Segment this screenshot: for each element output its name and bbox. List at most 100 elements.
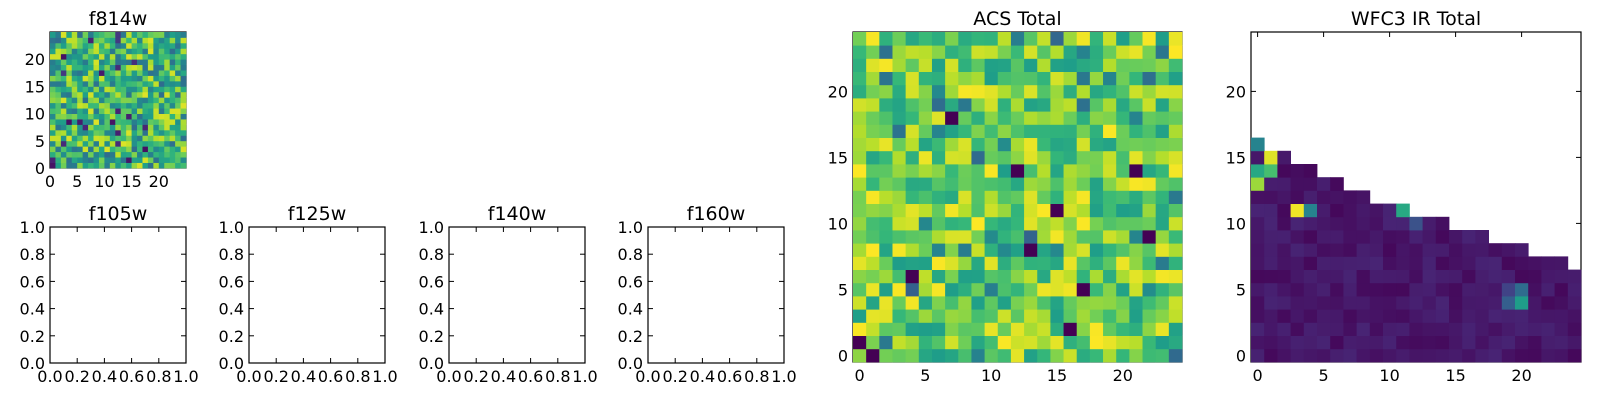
- heatmap-cell: [1330, 348, 1344, 363]
- heatmap-cell: [82, 75, 89, 82]
- panel-title: WFC3 IR Total: [1351, 8, 1481, 30]
- heatmap-cell: [1317, 348, 1331, 363]
- heatmap-cell: [1076, 322, 1091, 336]
- heatmap-cell: [126, 97, 132, 104]
- heatmap-cell: [918, 150, 933, 165]
- heatmap-cell: [1010, 282, 1025, 297]
- heatmap-cell: [115, 75, 122, 82]
- heatmap-cell: [1409, 230, 1423, 244]
- heatmap-cell: [1264, 190, 1278, 204]
- heatmap-cell: [1010, 58, 1025, 72]
- heatmap-cell: [66, 151, 73, 158]
- heatmap-cell: [1396, 216, 1410, 231]
- heatmap-cell: [918, 71, 933, 86]
- heatmap-cell: [1264, 256, 1278, 270]
- heatmap-cell: [1063, 98, 1078, 112]
- heatmap-cell: [93, 151, 100, 158]
- heatmap-cell: [82, 146, 89, 153]
- heatmap-cell: [853, 98, 867, 112]
- heatmap-cell: [997, 58, 1012, 72]
- heatmap-cell: [853, 164, 867, 178]
- heatmap-cell: [853, 322, 867, 336]
- heatmap-cell: [1103, 296, 1117, 310]
- heatmap-cell: [1303, 230, 1318, 244]
- heatmap-cell: [1155, 335, 1170, 350]
- heatmap-cell: [879, 84, 893, 99]
- heatmap-cell: [131, 108, 138, 114]
- heatmap-cell: [60, 102, 67, 109]
- heatmap-cell: [1422, 335, 1437, 350]
- heatmap-cell: [984, 282, 999, 297]
- heatmap-cell: [175, 64, 181, 71]
- heatmap-cell: [153, 53, 160, 60]
- heatmap-cell: [971, 45, 985, 59]
- heatmap-cell: [984, 203, 999, 218]
- heatmap-cell: [1528, 296, 1542, 310]
- heatmap-cell: [164, 48, 171, 55]
- heatmap-cell: [180, 151, 187, 158]
- heatmap-cell: [142, 59, 149, 66]
- heatmap-cell: [1010, 256, 1025, 270]
- heatmap-cell: [50, 113, 56, 120]
- heatmap-cell: [1142, 348, 1157, 363]
- heatmap-cell: [984, 111, 999, 125]
- heatmap-cell: [997, 243, 1012, 257]
- heatmap-cell: [1089, 203, 1104, 218]
- heatmap-cell: [1251, 335, 1265, 350]
- heatmap-cell: [88, 70, 94, 76]
- heatmap-cell: [892, 282, 907, 297]
- heatmap-cell: [1251, 348, 1265, 363]
- heatmap-cell: [1024, 256, 1038, 270]
- heatmap-cell: [169, 157, 176, 163]
- heatmap-cell: [1010, 164, 1025, 178]
- heatmap-cell: [180, 124, 187, 131]
- heatmap-cell: [1010, 177, 1025, 191]
- x-tick-label: 0: [1253, 366, 1263, 385]
- heatmap-cell: [1037, 335, 1051, 350]
- heatmap-cell: [892, 190, 907, 204]
- heatmap-cell: [98, 59, 105, 66]
- heatmap-cell: [164, 64, 171, 71]
- heatmap-cell: [1116, 150, 1130, 165]
- heatmap-cell: [945, 32, 959, 46]
- heatmap-cell: [958, 177, 972, 191]
- heatmap-cell: [98, 135, 105, 142]
- heatmap-cell: [1317, 216, 1331, 231]
- heatmap-cell: [1317, 177, 1331, 191]
- heatmap-cell: [1462, 309, 1476, 323]
- heatmap-cell: [958, 216, 972, 231]
- heatmap-cell: [1290, 177, 1305, 191]
- heatmap-cell: [1515, 296, 1529, 310]
- heatmap-cell: [175, 86, 181, 93]
- heatmap-cell: [104, 108, 111, 114]
- heatmap-cell: [175, 75, 181, 82]
- heatmap-cell: [147, 53, 154, 60]
- heatmap-cell: [115, 129, 122, 136]
- heatmap-cell: [1264, 335, 1278, 350]
- heatmap-cell: [997, 269, 1012, 284]
- heatmap-cell: [137, 37, 143, 44]
- heatmap-cell: [1449, 256, 1463, 270]
- heatmap-cell: [1409, 322, 1423, 336]
- y-tick-label: 0.2: [419, 327, 444, 346]
- heatmap-cell: [1356, 282, 1371, 297]
- heatmap-cell: [66, 162, 73, 169]
- heatmap-cell: [931, 243, 946, 257]
- heatmap-cell: [1050, 296, 1064, 310]
- x-tick-label: 0.8: [146, 367, 171, 386]
- heatmap-cell: [98, 86, 105, 93]
- axes-frame: [248, 226, 386, 364]
- heatmap-cell: [1037, 71, 1051, 86]
- heatmap-cell: [131, 102, 138, 109]
- heatmap-cell: [1264, 230, 1278, 244]
- heatmap-cell: [71, 64, 78, 71]
- heatmap-cell: [93, 75, 100, 82]
- y-tick-label: 1.0: [618, 218, 643, 237]
- heatmap-cell: [958, 164, 972, 178]
- heatmap-cell: [126, 146, 132, 153]
- heatmap-cell: [115, 80, 122, 87]
- heatmap-cell: [169, 146, 176, 153]
- heatmap-cell: [1277, 322, 1291, 336]
- y-tick-label: 0: [1236, 346, 1246, 365]
- heatmap-cell: [98, 75, 105, 82]
